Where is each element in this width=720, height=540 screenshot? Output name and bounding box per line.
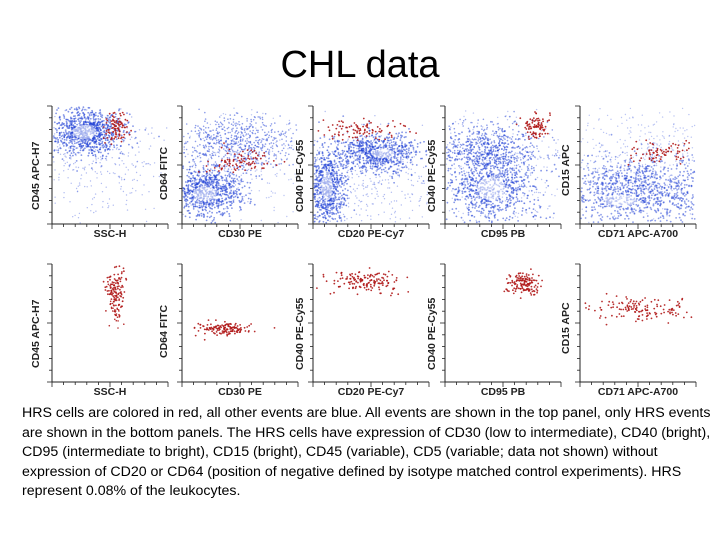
slide-title: CHL data xyxy=(280,44,440,86)
all-events xyxy=(580,133,696,223)
all-events xyxy=(445,108,561,222)
top-plot-1-ylabel: CD45 APC-H7 xyxy=(30,141,42,210)
hrs-events xyxy=(503,268,543,299)
all-events xyxy=(580,107,696,224)
plot-canvas xyxy=(440,105,562,229)
plot-canvas xyxy=(47,105,169,229)
plot-axes xyxy=(177,263,299,387)
plot-axes xyxy=(308,263,430,387)
plot-canvas xyxy=(575,263,697,387)
dense-core xyxy=(72,124,97,140)
plot-axes xyxy=(177,105,299,229)
top-plot-4-ylabel: CD40 PE-Cy55 xyxy=(426,139,438,212)
bottom-plot-1-ylabel: CD45 APC-H7 xyxy=(30,299,42,368)
top-plot-cd15-cd71 xyxy=(575,105,697,229)
hrs-events xyxy=(108,284,125,329)
plot-axes xyxy=(440,105,562,229)
bottom-plot-2-xlabel: CD30 PE xyxy=(218,386,262,398)
dense-core xyxy=(321,172,333,201)
top-plot-cd64-cd30 xyxy=(177,105,299,229)
hrs-events xyxy=(515,111,551,140)
all-events xyxy=(53,108,168,224)
bottom-plot-3-xlabel: CD20 PE-Cy7 xyxy=(337,386,405,398)
plot-axes xyxy=(575,105,697,229)
bottom-plot-5-ylabel: CD15 APC xyxy=(560,302,572,354)
top-plot-2-xlabel: CD30 PE xyxy=(218,228,262,240)
plot-canvas xyxy=(47,263,169,387)
plot-canvas xyxy=(177,263,299,387)
top-plot-4-xlabel: CD95 PB xyxy=(480,228,526,240)
top-plot-cd40-cd20 xyxy=(308,105,430,229)
plot-canvas xyxy=(308,263,430,387)
plot-axes xyxy=(308,105,430,229)
all-events xyxy=(445,110,560,181)
top-plot-5-xlabel: CD71 APC-A700 xyxy=(597,228,679,240)
plot-canvas xyxy=(308,105,430,229)
plot-axes xyxy=(440,263,562,387)
top-plot-3-ylabel: CD40 PE-Cy55 xyxy=(294,139,306,212)
top-plot-3-xlabel: CD20 PE-Cy7 xyxy=(337,228,405,240)
hrs-events xyxy=(102,111,132,145)
hrs-events xyxy=(197,142,286,174)
plot-axes xyxy=(47,105,169,229)
bottom-plot-4-ylabel: CD40 PE-Cy55 xyxy=(426,297,438,370)
dense-core xyxy=(193,186,217,201)
plot-canvas xyxy=(440,263,562,387)
plot-axes xyxy=(575,263,697,387)
bottom-plot-cd40-cd95 xyxy=(440,263,562,387)
bottom-plot-5-xlabel: CD71 APC-A700 xyxy=(597,386,679,398)
plot-canvas xyxy=(575,105,697,229)
bottom-plot-1-xlabel: SSC-H xyxy=(93,386,127,398)
hrs-events xyxy=(627,139,690,166)
hrs-events xyxy=(316,267,410,297)
bottom-plot-2-ylabel: CD64 FITC xyxy=(158,304,170,358)
bottom-plot-cd40-cd20 xyxy=(308,263,430,387)
all-events xyxy=(314,110,429,223)
plot-axes xyxy=(47,263,169,387)
hrs-events xyxy=(193,319,276,341)
top-plot-5-ylabel: CD15 APC xyxy=(560,144,572,196)
dense-core xyxy=(477,176,506,201)
bottom-plot-cd64-cd30 xyxy=(177,263,299,387)
hrs-events xyxy=(584,292,693,326)
top-plot-2-ylabel: CD64 FITC xyxy=(158,146,170,200)
plot-canvas xyxy=(177,105,299,229)
dense-core xyxy=(371,148,395,158)
hrs-events xyxy=(317,117,417,141)
bottom-plot-3-ylabel: CD40 PE-Cy55 xyxy=(294,297,306,370)
bottom-plot-cd45-ssc xyxy=(47,263,169,387)
figure-caption: HRS cells are colored in red, all other … xyxy=(22,405,711,500)
top-plot-1-xlabel: SSC-H xyxy=(93,228,127,240)
top-plot-cd40-cd95 xyxy=(440,105,562,229)
bottom-plot-cd15-cd71 xyxy=(575,263,697,387)
bottom-plot-4-xlabel: CD95 PB xyxy=(480,386,526,398)
top-plot-cd45-ssc xyxy=(47,105,169,229)
all-events xyxy=(183,108,298,183)
dense-core xyxy=(604,194,637,207)
